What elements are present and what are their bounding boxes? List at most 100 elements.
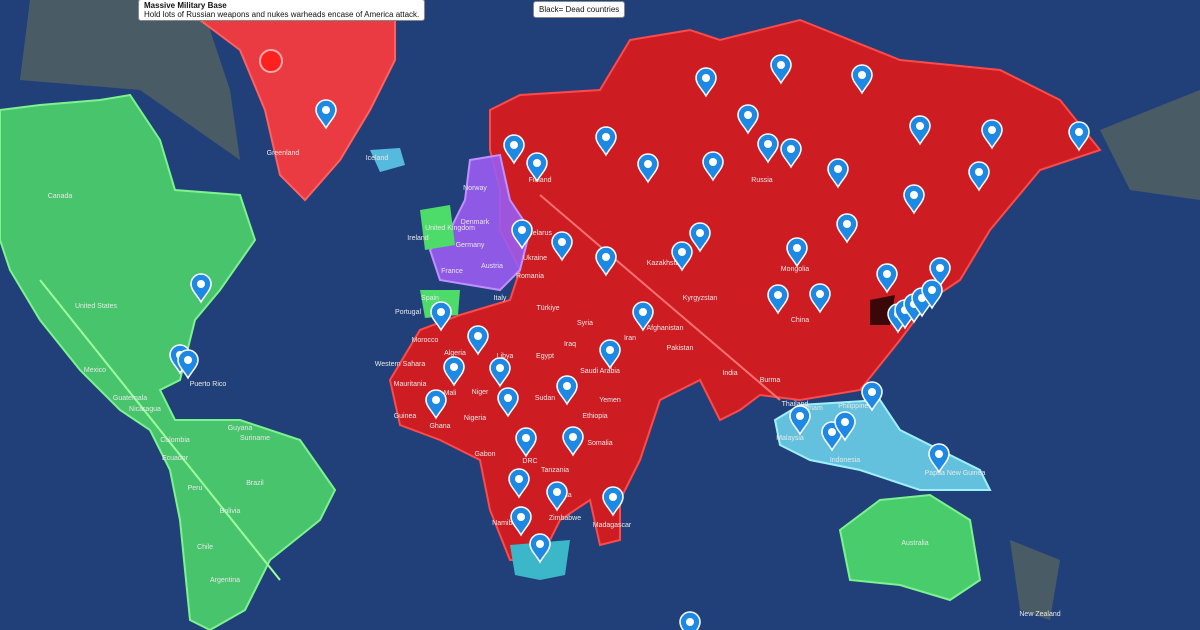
country-label: Australia bbox=[901, 540, 928, 547]
country-label: Kazakhstan bbox=[647, 260, 684, 267]
pin-dot bbox=[834, 165, 842, 173]
country-label: Egypt bbox=[536, 353, 554, 360]
pin-dot bbox=[504, 394, 512, 402]
country-label: Niger bbox=[472, 389, 489, 396]
country-label: Brazil bbox=[246, 480, 264, 487]
country-label: Mauritania bbox=[394, 381, 427, 388]
pin-dot bbox=[678, 248, 686, 256]
pin-dot bbox=[533, 159, 541, 167]
country-label: Ethiopia bbox=[582, 413, 607, 420]
country-label: Morocco bbox=[412, 337, 439, 344]
country-label: Papua New Guinea bbox=[925, 470, 986, 477]
pin-dot bbox=[787, 145, 795, 153]
route-line bbox=[39, 279, 281, 581]
pin-dot bbox=[828, 428, 836, 436]
country-label: Bolivia bbox=[220, 508, 241, 515]
alaska bbox=[1100, 90, 1200, 200]
pin-dot bbox=[602, 133, 610, 141]
country-label: Guyana bbox=[228, 425, 253, 432]
pin-dot bbox=[935, 450, 943, 458]
callout-base[interactable]: Massive Military Base Hold lots of Russi… bbox=[138, 0, 426, 21]
country-label: Suriname bbox=[240, 435, 270, 442]
country-label: Pakistan bbox=[667, 345, 694, 352]
pin-dot bbox=[432, 396, 440, 404]
country-label: Spain bbox=[421, 295, 439, 302]
country-label: Iceland bbox=[366, 155, 389, 162]
country-label: Puerto Rico bbox=[190, 381, 227, 388]
pin-dot bbox=[777, 61, 785, 69]
country-label: Romania bbox=[516, 273, 544, 280]
country-label: Zimbabwe bbox=[549, 515, 581, 522]
country-label: Germany bbox=[456, 242, 485, 249]
pin-dot bbox=[558, 238, 566, 246]
region-green-americas bbox=[0, 93, 337, 630]
pin-dot bbox=[709, 158, 717, 166]
country-label: Gabon bbox=[474, 451, 495, 458]
country-label: Norway bbox=[463, 185, 487, 192]
country-label: Iran bbox=[624, 335, 636, 342]
country-label: Peru bbox=[188, 485, 203, 492]
pin-dot bbox=[916, 122, 924, 130]
pin-dot bbox=[602, 253, 610, 261]
country-label: France bbox=[441, 268, 463, 275]
pin-dot bbox=[796, 412, 804, 420]
pin-dot bbox=[764, 140, 772, 148]
country-label: Nigeria bbox=[464, 415, 486, 422]
country-label: United Kingdom bbox=[425, 225, 475, 232]
country-label: Mali bbox=[444, 390, 457, 397]
country-label: Türkiye bbox=[537, 305, 560, 312]
country-label: Ecuador bbox=[162, 455, 189, 462]
country-label: Canada bbox=[48, 193, 73, 200]
pin-dot bbox=[793, 244, 801, 252]
country-label: Guatemala bbox=[113, 395, 147, 402]
labels: Greenland Iceland Canada United States Mexic… bbox=[48, 150, 1061, 618]
country-label: Namibia bbox=[492, 520, 518, 527]
pin-dot bbox=[686, 618, 694, 626]
pin-dot bbox=[322, 106, 330, 114]
country-label: Chile bbox=[197, 544, 213, 551]
pin-dot bbox=[517, 513, 525, 521]
pin-dot bbox=[1075, 128, 1083, 136]
country-label: Denmark bbox=[461, 219, 490, 226]
pin-dot bbox=[910, 191, 918, 199]
pin-dot bbox=[496, 364, 504, 372]
country-label: Mexico bbox=[84, 367, 106, 374]
country-label: Tanzania bbox=[541, 467, 569, 474]
pin-dot bbox=[536, 540, 544, 548]
region-red-eurasia-africa bbox=[388, 18, 1102, 561]
region-greenland bbox=[197, 19, 396, 202]
country-label: Mongolia bbox=[781, 266, 810, 273]
country-label: Ukraine bbox=[523, 255, 547, 262]
country-label: Burma bbox=[760, 377, 781, 384]
pin-dot bbox=[515, 475, 523, 483]
country-label: Madagascar bbox=[593, 522, 632, 529]
country-label: Guinea bbox=[394, 413, 417, 420]
new-zealand-land bbox=[1010, 540, 1060, 620]
pin-dot bbox=[450, 363, 458, 371]
country-label: Libya bbox=[497, 353, 514, 360]
country-label: Portugal bbox=[395, 309, 422, 316]
country-label: Sudan bbox=[535, 395, 555, 402]
pin-dot bbox=[816, 290, 824, 298]
region-iceland bbox=[370, 148, 405, 172]
country-label: DRC bbox=[522, 458, 537, 465]
land-base bbox=[20, 0, 1200, 620]
callout-legend[interactable]: Black= Dead countries bbox=[533, 1, 626, 18]
pin-dot bbox=[510, 141, 518, 149]
base-marker[interactable] bbox=[259, 49, 283, 73]
country-label: Ghana bbox=[429, 423, 450, 430]
country-label: Colombia bbox=[160, 437, 190, 444]
pin-dot bbox=[639, 308, 647, 316]
country-label: Western Sahara bbox=[375, 361, 426, 368]
pin-dot bbox=[975, 168, 983, 176]
country-label: Finland bbox=[529, 177, 552, 184]
pins bbox=[169, 54, 1090, 630]
pin-dot bbox=[744, 111, 752, 119]
pin-dot bbox=[702, 74, 710, 82]
region-uk-ireland bbox=[420, 205, 455, 250]
country-label: Austria bbox=[481, 263, 503, 270]
country-label: Saudi Arabia bbox=[580, 368, 620, 375]
country-label: Russia bbox=[751, 177, 773, 184]
country-label: Greenland bbox=[267, 150, 300, 157]
country-label: Afghanistan bbox=[647, 325, 684, 332]
